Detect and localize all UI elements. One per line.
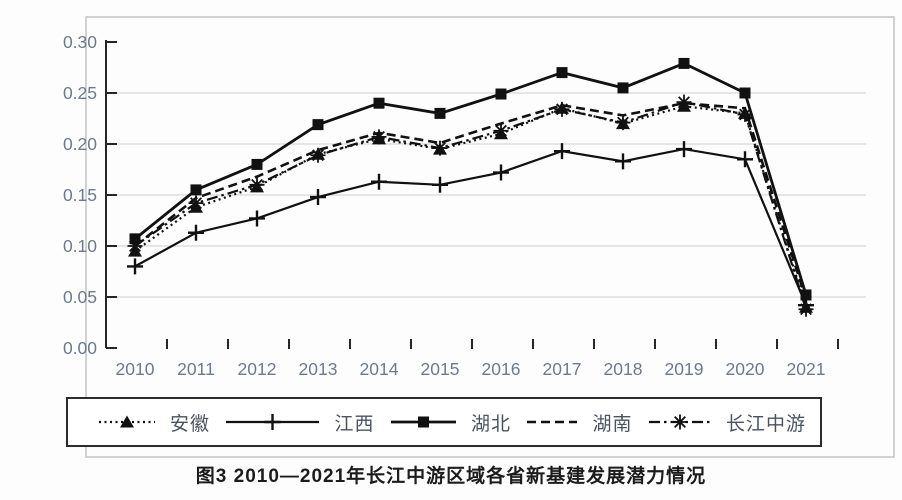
legend-item-4: 长江中游 xyxy=(648,409,806,436)
square-marker xyxy=(678,57,690,69)
asterisk-marker xyxy=(371,129,387,145)
x-axis-label: 2015 xyxy=(421,359,460,379)
x-axis-label: 2017 xyxy=(543,359,582,379)
plus-marker xyxy=(615,153,631,170)
chart-frame xyxy=(85,16,895,458)
legend-label: 江西 xyxy=(334,413,375,435)
series-line-3 xyxy=(134,101,808,300)
square-marker xyxy=(373,97,385,109)
plus-marker xyxy=(554,143,570,160)
square-marker xyxy=(129,233,141,245)
plus-marker xyxy=(249,210,265,227)
square-marker xyxy=(190,184,202,196)
legend-swatch-plus-marker xyxy=(226,414,320,430)
x-axis-label: 2011 xyxy=(177,359,215,379)
square-marker xyxy=(434,107,446,119)
asterisk-marker xyxy=(127,238,143,254)
y-axis-label: 0.25 xyxy=(63,83,97,103)
square-marker xyxy=(739,87,751,99)
square-marker xyxy=(312,119,324,131)
y-axis-label: 0.05 xyxy=(63,287,97,307)
square-marker xyxy=(417,416,429,428)
square-marker xyxy=(800,289,812,301)
plus-marker xyxy=(310,189,326,206)
plus-marker xyxy=(493,164,509,181)
plus-marker xyxy=(371,173,387,190)
x-axis-label: 2013 xyxy=(299,359,338,379)
triangle-marker xyxy=(120,415,134,428)
legend-swatch-asterisk-marker xyxy=(648,414,711,430)
series-line-4 xyxy=(134,101,808,310)
x-axis-label: 2016 xyxy=(482,359,521,379)
x-axis-label: 2019 xyxy=(665,359,704,379)
series-line-0 xyxy=(134,105,808,308)
x-axis-label: 2018 xyxy=(604,359,643,379)
series-none xyxy=(134,101,808,300)
y-axis-label: 0.15 xyxy=(63,185,97,205)
asterisk-marker xyxy=(310,147,326,163)
series-square xyxy=(129,57,812,301)
legend-swatch-none xyxy=(527,420,578,424)
series-line-2 xyxy=(134,61,808,296)
legend-label: 湖南 xyxy=(592,413,633,435)
plus-marker xyxy=(188,224,204,241)
asterisk-marker xyxy=(554,101,570,117)
asterisk-marker xyxy=(249,177,265,193)
y-axis-label: 0.00 xyxy=(63,338,97,358)
series-triangle xyxy=(128,99,813,313)
legend-item-0: 安徽 xyxy=(98,409,210,436)
asterisk-marker xyxy=(432,140,448,156)
asterisk-marker xyxy=(672,414,688,430)
series-plus xyxy=(127,141,814,314)
x-axis-label: 2020 xyxy=(726,359,765,379)
x-axis-label: 2010 xyxy=(116,359,155,379)
square-marker xyxy=(251,158,263,170)
legend-label: 安徽 xyxy=(170,413,211,435)
legend-item-1: 江西 xyxy=(225,409,374,436)
legend-item-3: 湖南 xyxy=(526,409,632,436)
plus-marker xyxy=(127,258,143,275)
series-asterisk xyxy=(127,94,814,317)
x-axis-label: 2014 xyxy=(360,359,399,379)
asterisk-marker xyxy=(615,115,631,131)
plus-marker xyxy=(737,151,753,168)
square-marker xyxy=(617,82,629,94)
x-axis-label: 2012 xyxy=(238,359,277,379)
y-axis-label: 0.20 xyxy=(63,134,97,154)
asterisk-marker xyxy=(493,123,509,139)
plus-marker xyxy=(676,141,692,158)
plus-marker xyxy=(264,414,281,430)
legend-label: 湖北 xyxy=(470,413,511,435)
asterisk-marker xyxy=(188,195,204,211)
plus-marker xyxy=(432,176,448,193)
y-axis-label: 0.30 xyxy=(63,32,97,52)
legend-item-2: 湖北 xyxy=(390,409,511,436)
chart-legend: 安徽 江西 湖北 湖南 长江中游 xyxy=(66,397,822,447)
asterisk-marker xyxy=(676,94,692,110)
legend-swatch-triangle-marker xyxy=(99,415,155,428)
legend-swatch-square-marker xyxy=(390,416,456,428)
square-marker xyxy=(556,67,568,79)
series-line-1 xyxy=(134,147,808,306)
y-axis-label: 0.10 xyxy=(63,236,97,256)
square-marker xyxy=(495,88,507,100)
x-axis-label: 2021 xyxy=(787,359,826,379)
figure-caption: 图3 2010—2021年长江中游区域各省新基建发展潜力情况 xyxy=(195,466,707,487)
legend-label: 长江中游 xyxy=(725,413,806,435)
asterisk-marker xyxy=(737,106,753,122)
